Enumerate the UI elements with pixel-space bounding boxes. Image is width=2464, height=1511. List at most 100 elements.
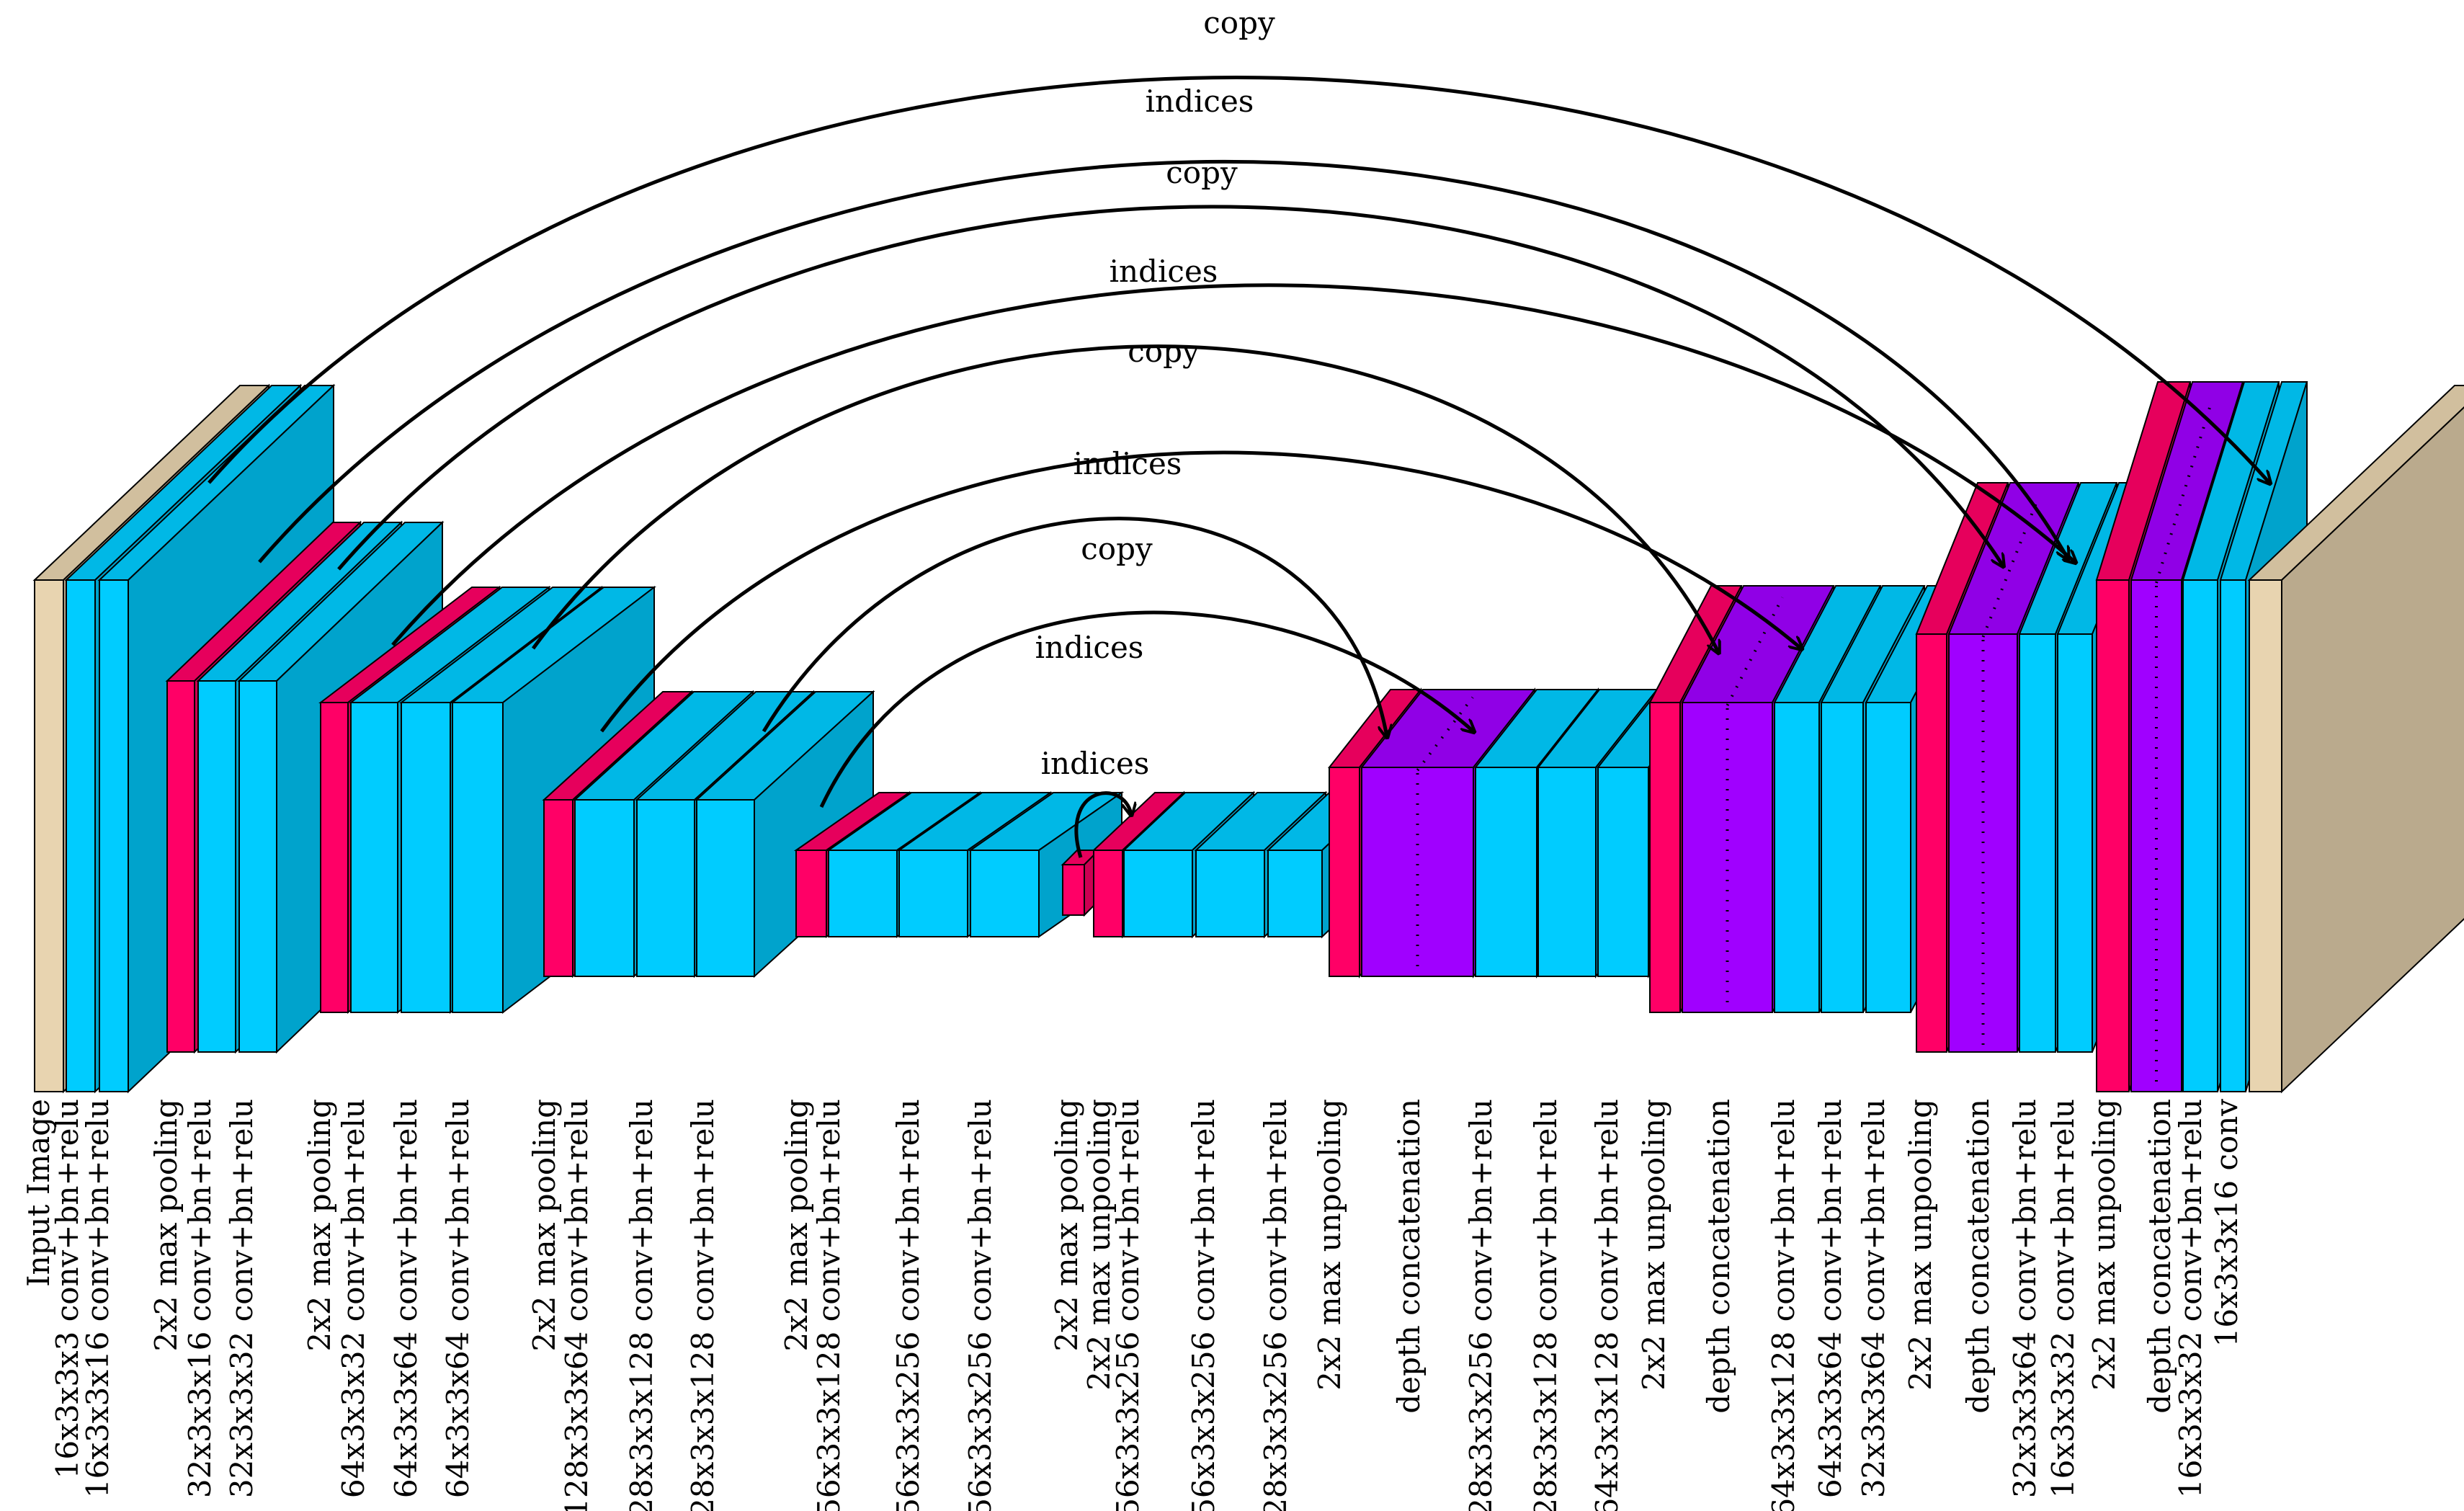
conv-block-front-face — [970, 850, 1040, 937]
connection-label-indices: indices — [1073, 446, 1182, 481]
conv-block-front-face — [1475, 767, 1537, 977]
layer-label: 32x3x3x64 conv+bn+relu — [1856, 1099, 1891, 1498]
layer-label: depth concatenation — [1391, 1099, 1427, 1414]
conv-block-front-face — [1821, 702, 1864, 1013]
layer-label: 128x3x3x128 conv+bn+relu — [685, 1099, 720, 1511]
conv-block-front-face — [1774, 702, 1820, 1013]
conv-block-front-face — [636, 799, 695, 977]
conv-block-front-face — [452, 702, 504, 1013]
conv-block-front-face — [238, 680, 277, 1053]
conv-block-front-face — [1865, 702, 1911, 1013]
layer-label: 256x3x3x256 conv+bn+relu — [963, 1099, 998, 1511]
layer-label: 32x3x3x64 conv+bn+relu — [2007, 1099, 2043, 1498]
layer-label: 64x3x3x64 conv+bn+relu — [1813, 1099, 1848, 1498]
layer-label: 2x2 max unpooling — [1081, 1099, 1117, 1391]
conv-block-front-face — [1267, 850, 1323, 937]
layer-label: 64x3x3x128 conv+bn+relu — [1766, 1099, 1801, 1511]
connection-label-copy: copy — [1128, 334, 1200, 369]
layer-label: 2x2 max pooling — [527, 1099, 562, 1352]
connection-label-indices: indices — [1146, 84, 1254, 119]
connection-label-copy: copy — [1203, 5, 1275, 40]
conv-block-front-face — [401, 702, 451, 1013]
layer-label: 128x3x3x256 conv+bn+relu — [1463, 1099, 1499, 1511]
conv-block-front-face — [350, 702, 398, 1013]
layer-label: 256x3x3x128 conv+bn+relu — [811, 1099, 847, 1511]
layer-label: 2x2 max unpooling — [1636, 1099, 1671, 1391]
layer-label: 2x2 max unpooling — [1903, 1099, 1938, 1391]
layer-label: 32x3x3x16 conv+bn+relu — [182, 1099, 218, 1498]
copy-connection-arrow — [531, 344, 1718, 652]
layer-label: 2x2 max pooling — [302, 1099, 337, 1352]
output-map-block-front-face — [2249, 579, 2282, 1092]
copy-connection-arrow — [337, 205, 2003, 569]
layer-label: 256x3x3x256 conv+bn+relu — [1110, 1099, 1146, 1511]
layer-label: 128x3x3x256 conv+bn+relu — [1258, 1099, 1293, 1511]
conv-block-front-face — [197, 680, 236, 1053]
depth-concatenation-block-front-face — [1361, 767, 1474, 977]
layer-label: 16x3x3x16 conv — [2209, 1099, 2244, 1347]
max-unpooling-block-front-face — [2096, 579, 2130, 1092]
indices-connection-arrow — [1074, 791, 1131, 858]
depth-concatenation-block-concat-divider-top — [2155, 401, 2213, 584]
skip-connection-labels: copy indices copy indices copy indices c… — [1035, 5, 1275, 781]
conv-block-front-face — [99, 579, 129, 1092]
conv-block-front-face — [1597, 767, 1649, 977]
layer-label: 128x3x3x64 conv+bn+relu — [559, 1099, 594, 1511]
layer-label: 128x3x3x128 conv+bn+relu — [624, 1099, 659, 1511]
conv-block-front-face — [1537, 767, 1597, 977]
connection-label-copy: copy — [1081, 531, 1153, 566]
indices-connection-arrow — [258, 159, 2068, 562]
layer-blocks — [32, 381, 2464, 1094]
conv-block-front-face — [2057, 633, 2093, 1053]
layer-label: depth concatenation — [1960, 1099, 1996, 1414]
indices-connection-arrow — [599, 450, 1801, 733]
layer-label: 2x2 max unpooling — [2086, 1099, 2122, 1391]
conv-block-front-face — [898, 850, 968, 937]
layer-label: 64x3x3x64 conv+bn+relu — [440, 1099, 476, 1498]
layer-label: 64x3x3x32 conv+bn+relu — [336, 1099, 371, 1498]
skip-connections — [207, 76, 2269, 858]
connection-label-copy: copy — [1166, 155, 1238, 190]
connection-label-indices: indices — [1041, 746, 1150, 781]
max-unpooling-block-front-face — [1649, 702, 1681, 1013]
layer-label: 2x2 max pooling — [148, 1099, 184, 1352]
conv-block-front-face — [1195, 850, 1265, 937]
max-unpooling-block-front-face — [1916, 633, 1947, 1053]
connection-label-indices: indices — [1110, 254, 1218, 289]
layer-label: 2x2 max unpooling — [1312, 1099, 1347, 1391]
layer-label: 2x2 max pooling — [779, 1099, 814, 1352]
conv-block-front-face — [2220, 579, 2246, 1092]
conv-block-front-face — [574, 799, 635, 977]
depth-concatenation-block-concat-divider-top — [1726, 597, 1784, 706]
max-pooling-block-front-face — [795, 850, 827, 937]
max-unpooling-block-front-face — [1093, 850, 1123, 937]
conv-block-front-face — [828, 850, 898, 937]
conv-block-front-face — [2019, 633, 2056, 1053]
conv-block-front-face — [2182, 579, 2218, 1092]
layer-label: 16x3x3x32 conv+bn+relu — [2045, 1099, 2081, 1498]
layer-label: 128x3x3x128 conv+bn+relu — [1528, 1099, 1563, 1511]
layer-label: 2x2 max pooling — [1049, 1099, 1084, 1352]
conv-block-front-face — [1123, 850, 1193, 937]
layer-label: 256x3x3x256 conv+bn+relu — [890, 1099, 926, 1511]
max-pooling-block-front-face — [320, 702, 349, 1013]
conv-block — [695, 690, 875, 979]
layer-label: depth concatenation — [1701, 1099, 1736, 1414]
layer-label: 16x3x3x32 conv+bn+relu — [2173, 1099, 2208, 1498]
max-pooling-block-front-face — [166, 680, 195, 1053]
max-pooling-block-front-face — [1062, 864, 1085, 916]
max-pooling-block-front-face — [543, 799, 573, 977]
layer-label: 16x3x3x3 conv+bn+relu — [50, 1099, 85, 1479]
indices-connection-arrow — [819, 610, 1473, 808]
copy-connection-arrow — [207, 76, 2269, 483]
layer-label: 16x3x3x16 conv+bn+relu — [80, 1099, 115, 1498]
indices-connection-arrow — [391, 283, 2075, 646]
connection-label-indices: indices — [1035, 630, 1144, 665]
conv-block-front-face — [66, 579, 96, 1092]
max-unpooling-block-front-face — [1329, 767, 1360, 977]
layer-label: 64x3x3x64 conv+bn+relu — [388, 1099, 424, 1498]
layer-label: Input Image — [21, 1099, 56, 1287]
layer-label: 256x3x3x256 conv+bn+relu — [1186, 1099, 1221, 1511]
